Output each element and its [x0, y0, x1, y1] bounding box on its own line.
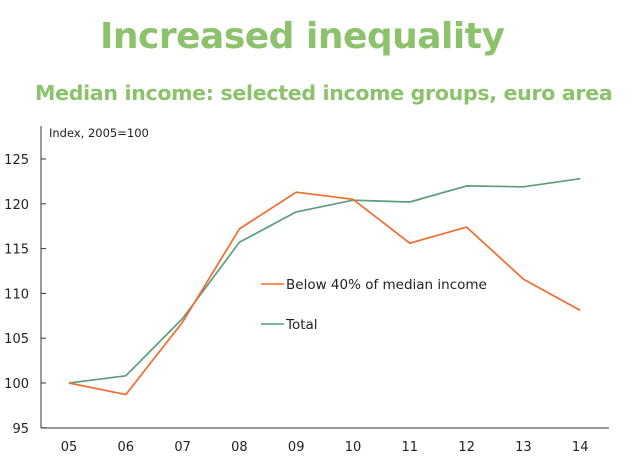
- legend-label-total: Total: [285, 317, 318, 333]
- y-tick-label: 120: [4, 198, 29, 213]
- x-tick-label: 14: [572, 440, 589, 455]
- x-tick-label: 09: [288, 440, 305, 455]
- x-tick-label: 06: [118, 440, 135, 455]
- x-tick-label: 12: [458, 440, 475, 455]
- y-tick-label: 95: [12, 422, 29, 437]
- x-tick-label: 10: [345, 440, 362, 455]
- x-tick-label: 08: [231, 440, 248, 455]
- legend-label-below-40: Below 40% of median income: [286, 277, 487, 293]
- x-tick-label: 05: [61, 440, 78, 455]
- y-tick-label: 105: [4, 332, 29, 347]
- y-axis-title: Index, 2005=100: [49, 126, 149, 140]
- y-tick-label: 100: [4, 377, 29, 392]
- chart-title: Increased inequality: [100, 16, 505, 57]
- x-tick-label: 11: [402, 440, 419, 455]
- chart-subtitle: Median income: selected income groups, e…: [35, 81, 613, 105]
- series-line-total: [68, 177, 581, 384]
- y-tick-label: 115: [4, 243, 29, 258]
- y-tick-label: 125: [4, 153, 29, 168]
- series-line-below-40: [68, 191, 581, 396]
- legend: Below 40% of median income Total: [261, 277, 487, 333]
- x-tick-label: 13: [515, 440, 532, 455]
- x-tick-label: 07: [174, 440, 191, 455]
- y-tick-label: 110: [4, 287, 29, 302]
